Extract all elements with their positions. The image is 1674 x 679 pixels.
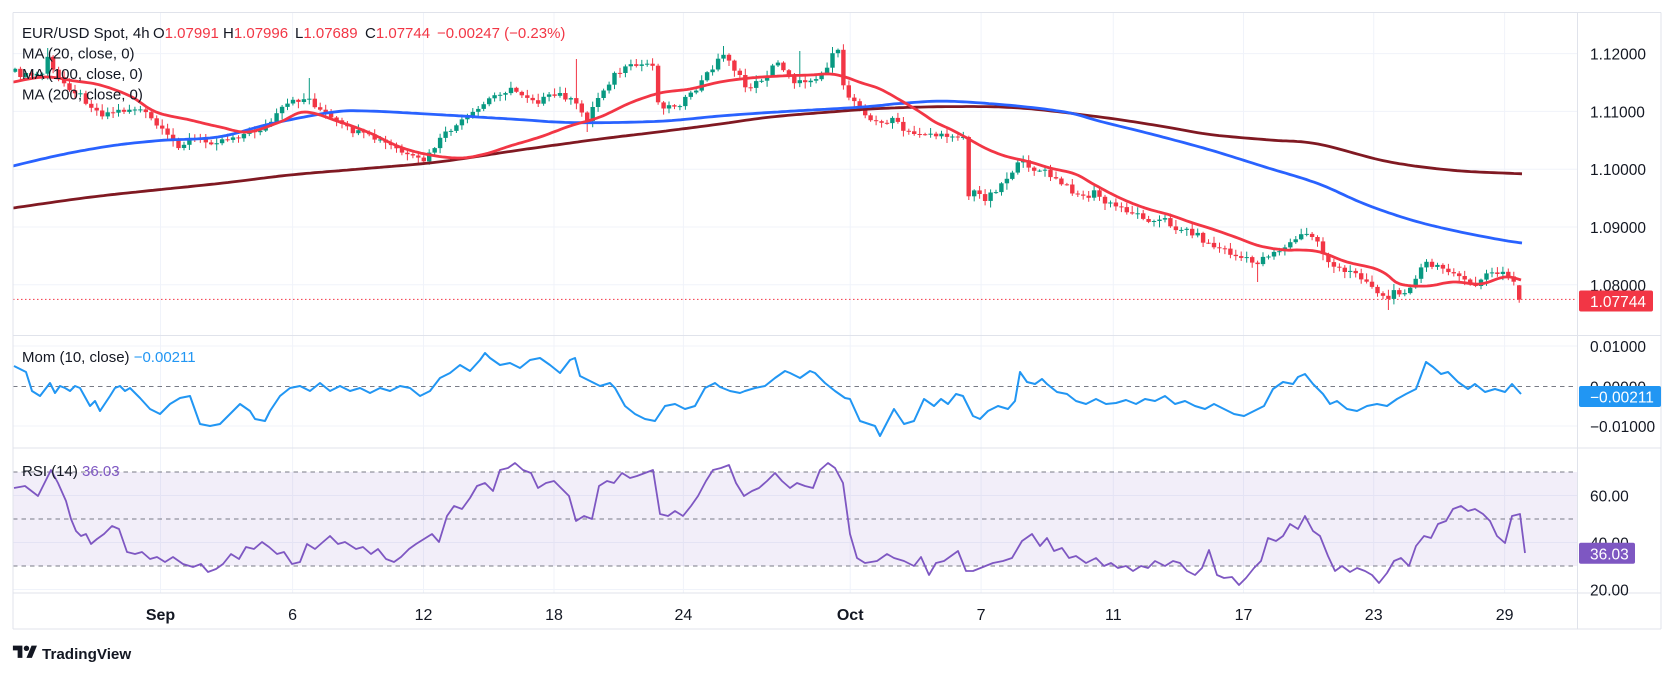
svg-text:60.00: 60.00	[1590, 489, 1629, 506]
svg-text:23: 23	[1365, 607, 1383, 624]
svg-text:7: 7	[977, 607, 986, 624]
svg-text:11: 11	[1105, 607, 1122, 624]
svg-text:36.03: 36.03	[1590, 546, 1629, 563]
svg-text:RSI (14) 36.03: RSI (14) 36.03	[22, 463, 120, 480]
svg-text:1.11000: 1.11000	[1590, 104, 1645, 121]
svg-text:MA (100, close, 0): MA (100, close, 0)	[22, 66, 143, 83]
svg-text:6: 6	[288, 607, 297, 624]
svg-text:MA (200, close, 0): MA (200, close, 0)	[22, 87, 143, 104]
svg-text:−0.01000: −0.01000	[1590, 419, 1655, 436]
svg-text:1.07744: 1.07744	[1590, 294, 1646, 311]
svg-text:18: 18	[545, 607, 563, 624]
svg-text:1.12000: 1.12000	[1590, 47, 1646, 64]
svg-text:1.09000: 1.09000	[1590, 220, 1646, 237]
svg-text:24: 24	[675, 607, 693, 624]
svg-text:TradingView: TradingView	[42, 646, 131, 663]
svg-text:17: 17	[1235, 607, 1253, 624]
svg-text:0.01000: 0.01000	[1590, 339, 1646, 356]
svg-text:MA (20, close, 0): MA (20, close, 0)	[22, 46, 135, 63]
svg-text:1.10000: 1.10000	[1590, 162, 1646, 179]
svg-text:Oct: Oct	[837, 607, 864, 624]
svg-text:20.00: 20.00	[1590, 583, 1629, 600]
svg-text:−0.00211: −0.00211	[1590, 390, 1654, 407]
svg-text:Mom (10, close) −0.00211: Mom (10, close) −0.00211	[22, 349, 196, 366]
svg-text:29: 29	[1496, 607, 1514, 624]
svg-text:Sep: Sep	[146, 607, 176, 624]
svg-text:12: 12	[415, 607, 433, 624]
